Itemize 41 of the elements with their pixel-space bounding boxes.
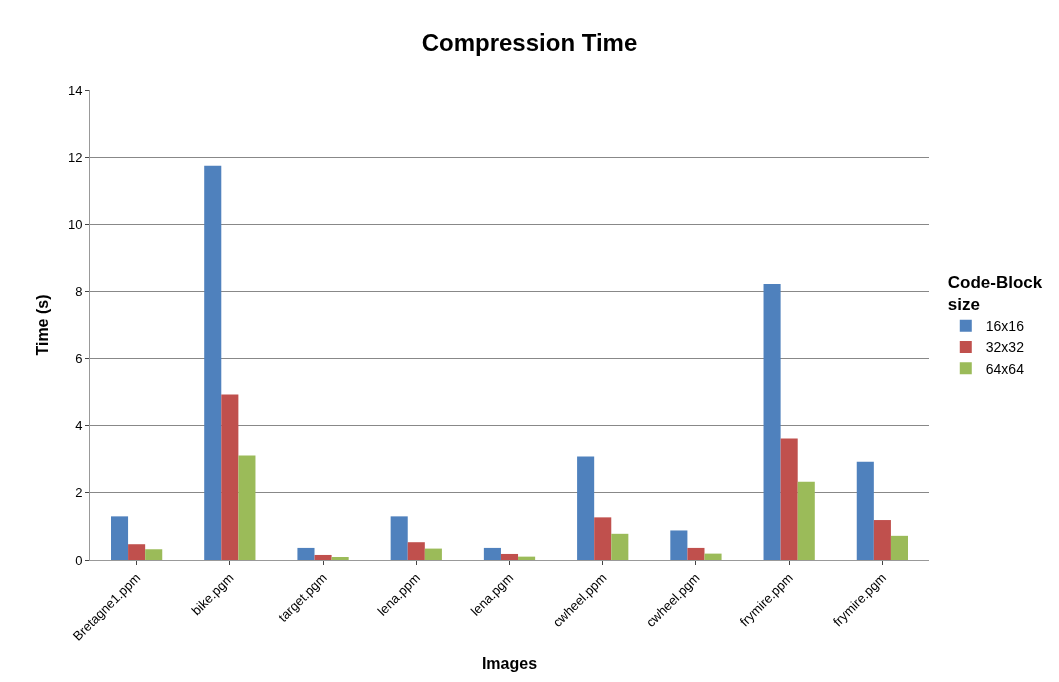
bar bbox=[297, 547, 315, 560]
legend-label: 64x64 bbox=[985, 360, 1025, 377]
y-tick-label: 0 bbox=[75, 552, 83, 568]
y-tick-label: 14 bbox=[67, 82, 83, 98]
bar bbox=[424, 548, 442, 560]
bar bbox=[110, 516, 129, 560]
bar bbox=[145, 549, 163, 560]
chart-title: Compression Time bbox=[421, 28, 638, 56]
legend-label: 32x32 bbox=[985, 339, 1025, 356]
bar bbox=[331, 556, 349, 560]
bar bbox=[670, 530, 688, 560]
bar bbox=[873, 520, 891, 560]
y-tick-label: 6 bbox=[75, 351, 83, 367]
y-axis-title: Time (s) bbox=[33, 294, 51, 356]
x-axis-title: Images bbox=[481, 655, 538, 673]
bar bbox=[611, 533, 629, 560]
bar bbox=[797, 481, 815, 560]
bar bbox=[500, 553, 519, 560]
bar bbox=[390, 516, 408, 560]
bar bbox=[687, 547, 705, 560]
y-tick-label: 10 bbox=[67, 216, 83, 232]
bar bbox=[780, 438, 798, 560]
legend-label: 16x16 bbox=[985, 318, 1025, 335]
y-tick-label: 4 bbox=[75, 418, 83, 434]
bar bbox=[204, 165, 222, 560]
bar bbox=[577, 456, 595, 560]
y-tick-label: 2 bbox=[75, 485, 83, 501]
y-tick-label: 12 bbox=[67, 149, 83, 165]
bar bbox=[407, 542, 425, 560]
y-tick-label: 8 bbox=[75, 283, 83, 299]
bar bbox=[128, 544, 146, 560]
legend-title: Code-Block size bbox=[947, 273, 1043, 315]
bar bbox=[856, 461, 874, 560]
bar bbox=[763, 284, 781, 560]
bar bbox=[594, 517, 612, 560]
bar bbox=[483, 547, 501, 560]
bar bbox=[238, 455, 256, 560]
bar bbox=[314, 554, 332, 560]
bar bbox=[221, 394, 239, 560]
bar bbox=[704, 553, 722, 560]
bar bbox=[890, 535, 909, 560]
